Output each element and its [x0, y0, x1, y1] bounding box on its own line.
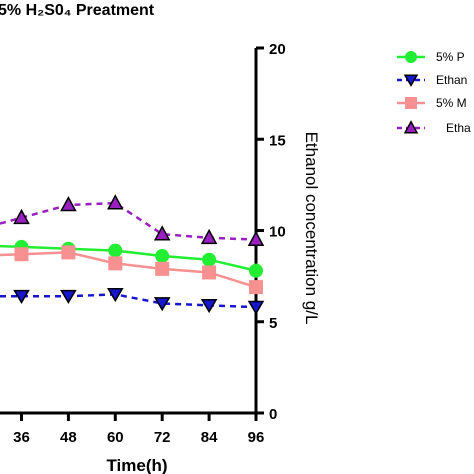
data-point [13, 289, 30, 304]
data-point [13, 208, 30, 225]
x-tick-label: 48 [60, 429, 77, 446]
data-point [247, 300, 265, 315]
legend-item: 5% M [397, 96, 467, 110]
y-tick-label: 5 [269, 315, 277, 332]
axes: 36 48 60 72 84 960 5 10 15 20 [0, 41, 286, 446]
data-point [249, 280, 263, 295]
data-point [61, 245, 76, 260]
data-point [108, 256, 123, 271]
data-point [155, 249, 170, 264]
data-point [155, 261, 170, 276]
x-tick-label: 84 [201, 429, 218, 446]
legend-label: Etha [446, 121, 471, 135]
data-point [202, 252, 217, 267]
series-line [0, 201, 257, 241]
y-tick-label: 15 [269, 132, 286, 149]
chart-title: 5% H₂S0₄ Preatment [0, 2, 155, 19]
legend-label: Ethan [436, 73, 467, 87]
y-tick-label: 20 [269, 41, 286, 58]
data-point [249, 263, 263, 278]
data-point [202, 265, 217, 280]
legend-item: 5% P [397, 50, 465, 64]
series-1 [0, 239, 263, 278]
y-axis-label: Ethanol concentration g/L [302, 132, 321, 325]
data-point [60, 289, 77, 304]
series-line [0, 251, 257, 289]
data-point [403, 120, 419, 134]
legend-item: Ethan [397, 73, 467, 87]
x-tick-label: 96 [248, 429, 265, 446]
series-4 [0, 194, 265, 246]
series-line [0, 293, 257, 309]
x-axis-label: Time(h) [106, 456, 167, 474]
data-point [153, 225, 171, 241]
series-3 [0, 245, 263, 295]
legend-label: 5% P [436, 50, 465, 64]
data-point [200, 298, 218, 314]
data-point [106, 288, 124, 303]
series-layer [0, 194, 265, 315]
x-tick-label: 72 [154, 429, 171, 446]
x-tick-label: 36 [13, 429, 30, 446]
legend-item: Etha [397, 120, 471, 135]
y-tick-label: 0 [269, 406, 277, 423]
data-point [247, 230, 265, 246]
data-point [405, 51, 417, 63]
data-point [153, 297, 171, 312]
data-point [14, 247, 29, 262]
legend: 5% P Ethan 5% M Etha [397, 50, 471, 135]
data-point [405, 97, 417, 109]
series-line [0, 244, 257, 272]
data-point [107, 194, 124, 210]
data-point [403, 74, 419, 87]
series-2 [0, 288, 265, 315]
legend-label: 5% M [436, 96, 467, 110]
x-tick-label: 60 [107, 429, 124, 446]
data-point [108, 243, 123, 258]
data-point [60, 196, 77, 212]
y-tick-label: 10 [269, 224, 286, 241]
data-point [200, 228, 218, 245]
